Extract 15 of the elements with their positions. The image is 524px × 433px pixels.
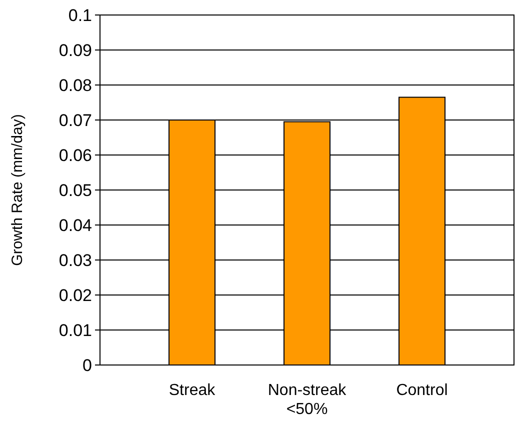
y-tick-label: 0.05 [58, 180, 92, 200]
y-tick-label: 0.02 [58, 286, 92, 305]
y-tick-label: 0.06 [58, 146, 92, 165]
y-tick-label: 0.04 [58, 216, 92, 235]
y-tick-label: 0.01 [58, 320, 92, 340]
y-tick-label: 0.03 [58, 250, 92, 270]
y-tick-label: 0.1 [68, 6, 92, 25]
y-tick-label: 0 [82, 356, 92, 375]
y-tick-label: 0.08 [58, 76, 92, 95]
x-tick-label: Control [396, 382, 448, 399]
x-tick-label: Non-streak <50% [268, 382, 348, 418]
y-axis-title: Growth Rate (mm/day) [9, 114, 26, 266]
x-tick-label: Streak [168, 382, 216, 399]
y-tick-label: 0.07 [58, 110, 92, 130]
y-tick-label: 0.09 [58, 40, 92, 60]
